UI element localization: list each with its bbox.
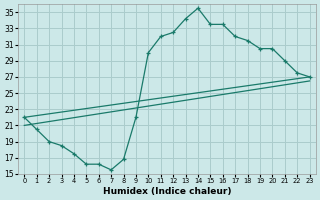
X-axis label: Humidex (Indice chaleur): Humidex (Indice chaleur): [103, 187, 231, 196]
